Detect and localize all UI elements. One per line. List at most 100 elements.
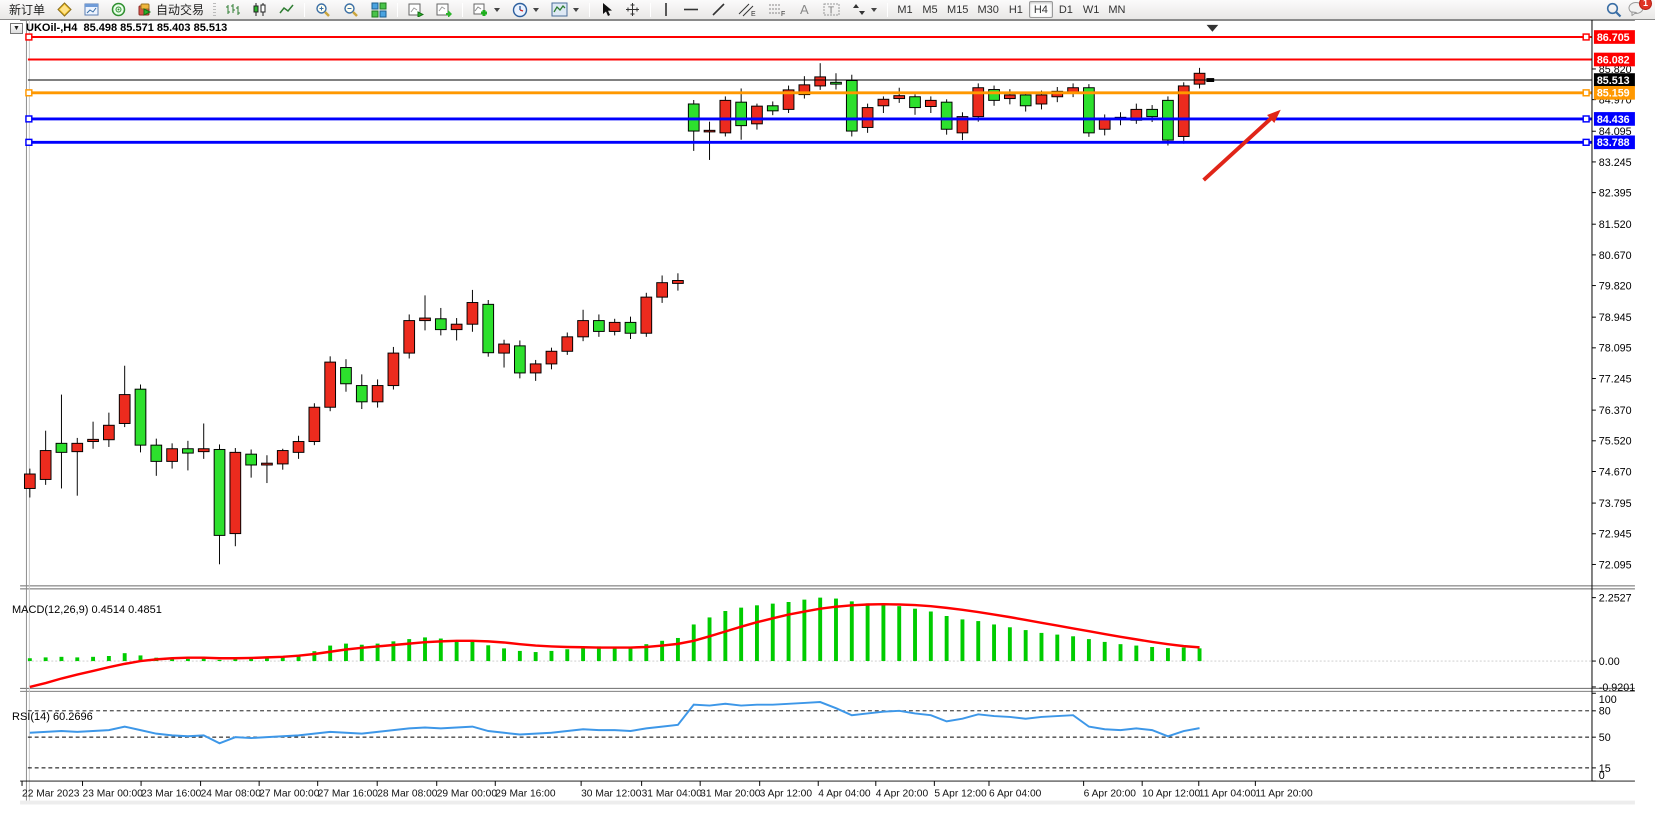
candle (545, 350, 558, 365)
candle (529, 363, 542, 374)
time-axis-label: 4 Apr 04:00 (818, 789, 871, 800)
text-label-tool-button[interactable]: T (818, 1, 845, 19)
candle (608, 321, 621, 332)
zoom-out-button[interactable] (338, 1, 364, 19)
arrows-tool-button[interactable] (847, 1, 882, 19)
channel-letter: E (751, 11, 756, 17)
toolbar-separator (650, 2, 652, 17)
price-axis-tick-label: 79.820 (1599, 280, 1632, 292)
chart-window-title: UKOil-,H4 85.498 85.571 85.403 85.513 (26, 22, 227, 34)
time-axis-label: 11 Apr 20:00 (1255, 789, 1313, 800)
chart-canvas[interactable]: 85.82084.97084.09583.24582.39581.52080.6… (0, 20, 1655, 824)
search-icon[interactable] (1606, 2, 1622, 18)
timeframe-button-m15[interactable]: M15 (947, 3, 969, 16)
arrows-icon (853, 4, 866, 15)
candle (87, 438, 99, 443)
candle (751, 105, 763, 125)
timeframe-button-h1[interactable]: H1 (1008, 3, 1023, 16)
chart-back-button[interactable] (403, 1, 429, 19)
price-axis-tick-label: 73.795 (1599, 498, 1632, 510)
timeframe-button-m1[interactable]: M1 (897, 3, 913, 16)
notifications-button[interactable]: 1 (1628, 0, 1652, 19)
channel-tool-button[interactable]: E (733, 1, 761, 19)
auto-trading-button[interactable]: 自动交易 (133, 1, 209, 19)
new-order-button[interactable]: 新订单 (4, 1, 50, 19)
strategy-tester-button[interactable] (106, 1, 131, 19)
candlestick-mode-button[interactable] (247, 1, 272, 19)
candle (593, 320, 605, 332)
toolbar-separator (304, 2, 306, 17)
candle (103, 424, 115, 441)
timeframe-button-h4[interactable]: H4 (1028, 1, 1053, 18)
cursor-tool-button[interactable] (595, 1, 618, 19)
chart-forward-button[interactable] (431, 1, 457, 19)
hline-handle[interactable] (25, 138, 33, 146)
template-icon (551, 2, 568, 17)
candle (229, 451, 242, 535)
chart-shift-marker[interactable] (1206, 24, 1219, 32)
text-letter: A (800, 2, 809, 17)
vertical-line-tool-button[interactable] (656, 1, 676, 19)
horizontal-line-icon (684, 8, 699, 11)
price-axis-tick-label: 74.670 (1599, 466, 1632, 478)
price-badge (1593, 52, 1635, 67)
candle (940, 101, 953, 130)
text-label-icon: T (823, 3, 840, 17)
symbol-period-label: UKOil-,H4 (26, 22, 78, 34)
timeframe-button-d1[interactable]: D1 (1058, 3, 1073, 16)
crosshair-tool-button[interactable] (620, 1, 645, 19)
hline-handle[interactable] (1582, 115, 1590, 123)
candle (355, 385, 368, 403)
trend-arrow-annotation[interactable] (1202, 116, 1274, 182)
timeframe-button-m30[interactable]: M30 (977, 3, 999, 16)
one-click-trading-toggle[interactable]: ▼ (10, 23, 23, 34)
candle (782, 89, 795, 110)
candle (371, 385, 384, 403)
candle (656, 282, 668, 298)
candle (292, 441, 305, 453)
candle (877, 98, 890, 107)
price-badge-label: 86.705 (1597, 32, 1630, 44)
last-price-tick (1206, 78, 1215, 82)
rsi-line (29, 701, 1200, 745)
hline-handle[interactable] (1582, 138, 1590, 146)
candle (466, 302, 479, 325)
trend-arrow-head[interactable] (1267, 109, 1281, 123)
hline-handle[interactable] (1582, 89, 1590, 97)
horizontal-line-tool-button[interactable] (678, 1, 704, 19)
bar-chart-mode-button[interactable] (220, 1, 245, 19)
price-badge-label: 83.788 (1597, 137, 1630, 149)
candle (482, 303, 495, 354)
hline-handle[interactable] (1582, 33, 1590, 41)
candle (1035, 94, 1048, 105)
timeframe-button-m5[interactable]: M5 (922, 3, 938, 16)
timeframe-button-w1[interactable]: W1 (1082, 3, 1100, 16)
candle (561, 336, 574, 352)
fibonacci-tool-button[interactable]: F (763, 1, 791, 19)
hline-handle[interactable] (25, 115, 33, 123)
text-tool-button[interactable]: A (793, 1, 816, 19)
candle (166, 448, 178, 462)
candle (134, 388, 147, 446)
hline-handle[interactable] (25, 89, 33, 97)
add-indicator-button[interactable] (468, 1, 505, 19)
trendline-tool-button[interactable] (706, 1, 731, 19)
toolbar-right-group: 1 (1606, 0, 1652, 19)
add-indicator-icon (473, 3, 488, 16)
candle (909, 96, 921, 109)
template-button[interactable] (546, 1, 584, 19)
time-axis-label: 27 Mar 00:00 (259, 789, 320, 800)
market-watch-icon[interactable] (52, 1, 77, 19)
data-window-icon[interactable] (79, 1, 104, 19)
period-selector-button[interactable] (507, 1, 544, 19)
time-axis-label: 28 Mar 08:00 (377, 789, 438, 800)
line-chart-mode-button[interactable] (274, 1, 299, 19)
candle (1177, 85, 1190, 137)
tile-windows-button[interactable] (366, 1, 392, 19)
trendline-icon (712, 3, 725, 16)
hline-handle[interactable] (25, 33, 33, 41)
candle (624, 321, 637, 334)
zoom-in-button[interactable] (310, 1, 336, 19)
timeframe-button-mn[interactable]: MN (1108, 3, 1126, 16)
